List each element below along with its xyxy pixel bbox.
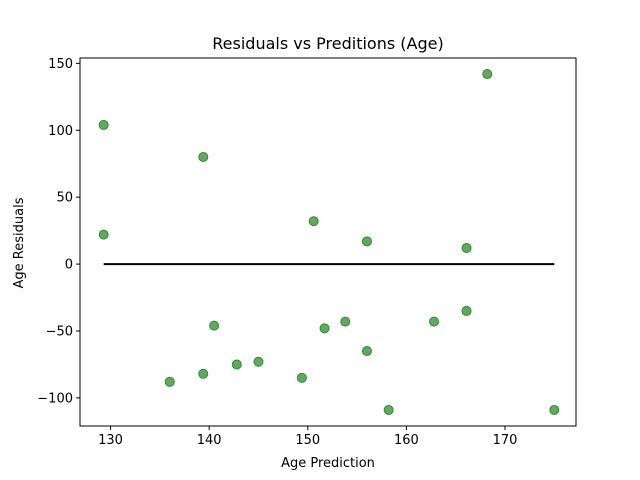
x-tick-label: 130 <box>98 433 123 448</box>
x-tick-label: 160 <box>394 433 419 448</box>
chart-title: Residuals vs Preditions (Age) <box>212 34 443 53</box>
x-tick-label: 140 <box>197 433 222 448</box>
data-point <box>461 305 472 316</box>
data-points <box>98 69 560 415</box>
data-point <box>164 376 175 387</box>
x-tick-label: 170 <box>493 433 518 448</box>
x-tick-label: 150 <box>295 433 320 448</box>
x-axis-label: Age Prediction <box>281 456 375 471</box>
data-point <box>209 320 220 331</box>
y-tick-label: −100 <box>37 391 73 406</box>
y-tick-label: 100 <box>48 124 73 139</box>
data-point <box>461 243 472 254</box>
data-point <box>296 372 307 383</box>
data-point <box>549 404 560 415</box>
y-tick-label: 0 <box>65 258 73 273</box>
y-tick-label: −50 <box>46 324 73 339</box>
data-point <box>429 316 440 327</box>
data-point <box>383 404 394 415</box>
data-point <box>361 236 372 247</box>
data-point <box>361 346 372 357</box>
data-point <box>340 316 351 327</box>
data-point <box>198 152 209 163</box>
data-point <box>98 229 109 240</box>
data-point <box>482 69 493 80</box>
data-point <box>231 359 242 370</box>
y-tick-label: 150 <box>48 57 73 72</box>
y-tick-label: 50 <box>56 191 73 206</box>
plot-area <box>79 57 577 427</box>
plot-frame <box>79 57 577 427</box>
x-axis-ticks: 130 140 150 160 170 <box>98 426 517 448</box>
data-point <box>319 323 330 334</box>
data-point <box>308 216 319 227</box>
data-point <box>253 356 264 367</box>
y-axis-ticks: −100 −50 0 50 100 150 <box>37 57 80 406</box>
y-axis-label: Age Residuals <box>12 197 27 288</box>
data-point <box>98 119 109 130</box>
data-point <box>198 368 209 379</box>
